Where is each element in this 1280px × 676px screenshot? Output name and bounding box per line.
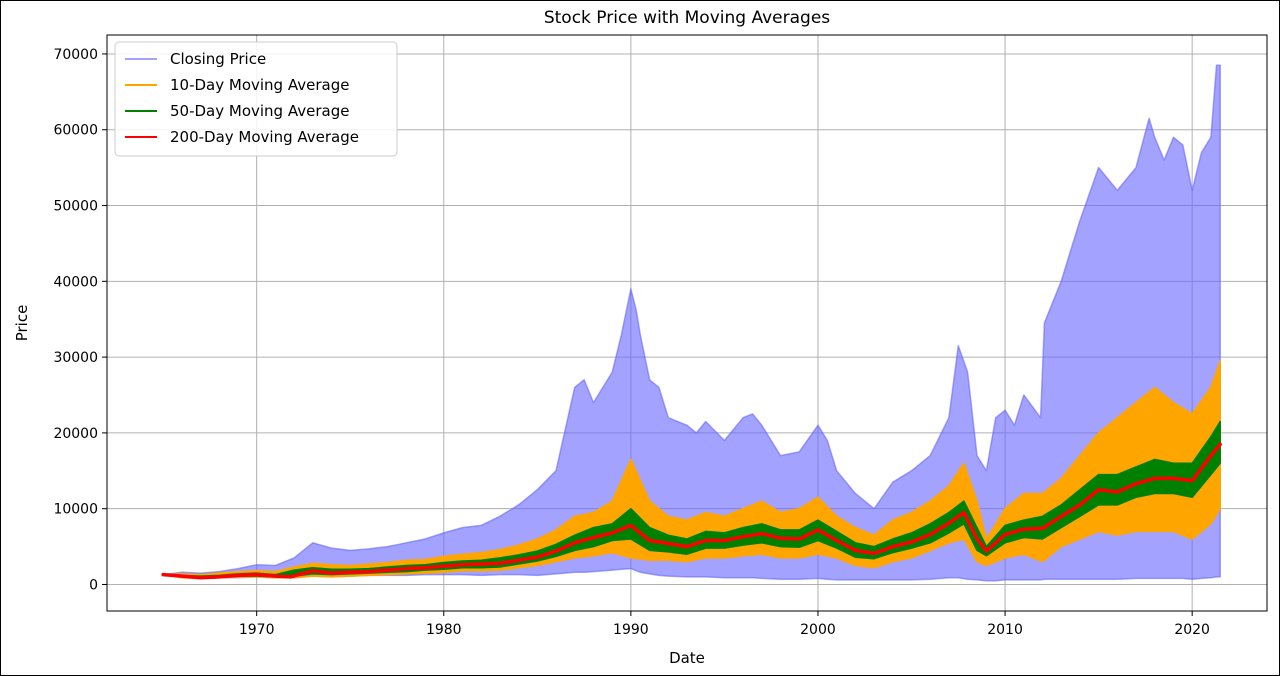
legend-label-200-day-moving-average: 200-Day Moving Average [170,128,359,146]
x-axis-ticks: 1970 1980 1990 2000 2010 2020 [239,611,1210,638]
x-tick-label: 2000 [800,622,836,638]
x-tick-label: 1990 [613,622,649,638]
closing-price-band [162,64,1221,582]
chart-title: Stock Price with Moving Averages [544,8,830,28]
legend-box [114,41,398,157]
y-tick-label: 10000 [53,502,98,518]
x-tick-label: 1980 [426,622,462,638]
legend-label-closing-price: Closing Price [170,50,266,68]
plot-area [161,64,1222,582]
y-axis-ticks: 0 10000 20000 30000 40000 50000 60000 70000 [53,47,107,593]
x-tick-label: 2020 [1174,622,1210,638]
y-tick-label: 0 [89,577,98,593]
legend-label-10-day-moving-average: 10-Day Moving Average [170,76,349,94]
y-axis-label: Price [13,305,31,342]
x-tick-label: 2010 [987,622,1023,638]
y-tick-label: 20000 [53,426,98,442]
legend-label-50-day-moving-average: 50-Day Moving Average [170,102,349,120]
x-tick-label: 1970 [239,622,275,638]
axes-frame [106,34,1268,612]
y-tick-label: 40000 [53,274,98,290]
y-tick-label: 60000 [53,123,98,139]
y-tick-label: 50000 [53,199,98,215]
y-tick-label: 30000 [53,350,98,366]
x-axis-label: Date [669,649,705,667]
legend: Closing Price 10-Day Moving Average 50-Day… [114,41,398,157]
y-tick-label: 70000 [53,47,98,63]
200-day-moving-average-line [161,442,1222,580]
